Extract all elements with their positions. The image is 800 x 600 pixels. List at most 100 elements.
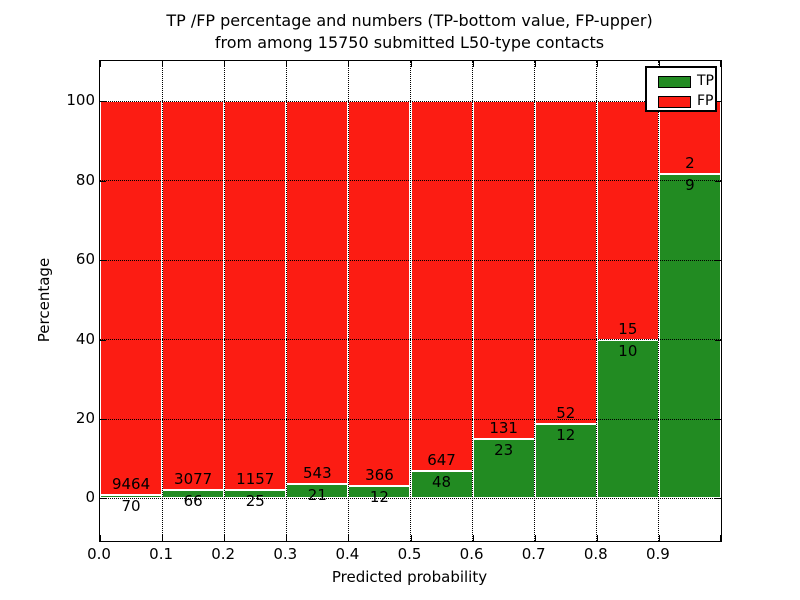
tp-count-label: 9 [685,175,695,194]
bar-tp-segment [224,490,287,499]
y-tick-mark-left [100,180,106,182]
legend-item-tp: TP [647,73,715,89]
x-tick-label: 0.4 [335,545,360,563]
grid-line-horizontal [100,180,721,182]
x-tick-mark-top [410,61,412,67]
x-tick-label: 0.1 [149,545,174,563]
bar-fp-segment [596,101,659,340]
tp-count-label: 48 [432,472,452,491]
x-tick-label: 0.9 [645,545,670,563]
y-tick-label: 100 [66,91,95,110]
x-tick-mark-top [534,61,536,67]
chart-title-line2: from among 15750 submitted L50-type cont… [214,33,605,52]
fp-count-label: 131 [489,419,518,438]
bar-fp-segment [658,101,721,174]
x-tick-mark-bottom [410,535,412,541]
grid-line-vertical [658,61,660,541]
x-tick-mark-top [720,61,721,67]
grid-line-vertical [410,61,411,541]
y-tick-mark-right [715,180,721,182]
tp-count-label: 25 [245,492,265,510]
y-tick-mark-right [715,101,721,103]
grid-line-vertical [347,61,349,541]
bar-fp-segment [472,101,535,440]
plot-area: 9464 70 3077 66 1157 25 543 21 366 12 647 48 131 23 52… [99,60,722,542]
fp-count-label: 3077 [174,470,213,489]
y-axis-label: Percentage [35,257,53,343]
x-tick-mark-top [348,61,350,67]
y-tick-label: 60 [75,250,95,269]
x-tick-label: 0.0 [87,545,111,563]
tp-count-label: 70 [121,497,141,516]
fp-count-label: 366 [365,465,394,484]
grid-line-horizontal [100,100,721,102]
chart-title: TP /FP percentage and numbers (TP-bottom… [99,10,720,54]
x-tick-mark-bottom [658,535,660,541]
x-tick-mark-bottom [286,535,288,541]
x-tick-mark-bottom [596,535,598,541]
legend: TP FP [645,66,717,112]
bar-fp-segment [348,101,411,486]
ticks-layer [100,61,721,541]
y-tick-mark-right [715,339,721,341]
x-tick-label: 0.7 [521,545,546,563]
x-tick-mark-top [224,61,226,67]
x-tick-mark-bottom [348,535,350,541]
y-tick-label: 80 [75,170,95,189]
fp-count-label: 2 [685,153,695,172]
y-tick-mark-right [715,260,721,262]
x-tick-mark-bottom [534,535,536,541]
bar-fp-segment [224,101,287,490]
x-tick-mark-top [658,61,660,67]
y-tick-mark-left [100,101,106,103]
fp-count-label: 647 [427,450,456,469]
x-tick-label: 0.5 [397,545,422,563]
grid-line-horizontal [100,418,721,420]
x-tick-mark-top [162,61,164,67]
grid-line-vertical [596,61,598,541]
x-tick-mark-bottom [720,535,721,541]
legend-swatch-fp-icon [658,96,691,108]
bars-layer [100,61,721,541]
bar-fp-segment [286,101,349,484]
tp-count-label: 21 [307,485,327,504]
y-tick-mark-left [100,419,106,420]
y-tick-mark-right [715,419,721,420]
bar-tp-segment [534,423,597,499]
bar-tp-segment [472,439,535,499]
x-tick-label: 0.8 [583,545,608,563]
grid-layer [100,61,721,541]
y-tick-label: 0 [85,488,95,507]
x-tick-mark-top [100,61,101,67]
bar-tp-segment [162,490,225,499]
tp-count-label: 66 [183,492,203,511]
x-tick-mark-bottom [224,535,226,541]
bar-tp-segment [658,173,721,499]
legend-label-tp: TP [697,73,714,89]
tp-count-label: 10 [618,341,638,360]
y-tick-label: 40 [75,329,95,348]
tp-count-label: 23 [494,441,514,460]
grid-line-vertical [534,61,536,541]
y-tick-mark-left [100,339,106,341]
x-tick-mark-bottom [472,535,474,541]
x-axis-label: Predicted probability [331,568,488,586]
bar-fp-segment [410,101,473,471]
y-tick-mark-right [715,498,721,500]
tp-count-label: 12 [369,487,389,506]
grid-line-horizontal [100,339,721,341]
bar-fp-segment [100,101,163,496]
grid-line-vertical [472,61,474,541]
y-tick-mark-left [100,260,106,262]
legend-item-fp: FP [647,93,715,109]
chart-title-line1: TP /FP percentage and numbers (TP-bottom… [166,11,653,30]
fp-count-label: 543 [303,463,332,482]
x-tick-label: 0.2 [211,545,236,563]
x-tick-mark-top [472,61,474,67]
bar-fp-segment [534,101,597,424]
x-tick-label: 0.6 [459,545,484,563]
grid-line-vertical [285,61,287,541]
legend-swatch-tp-icon [658,76,691,88]
grid-line-horizontal [100,259,721,261]
x-tick-mark-top [286,61,288,67]
